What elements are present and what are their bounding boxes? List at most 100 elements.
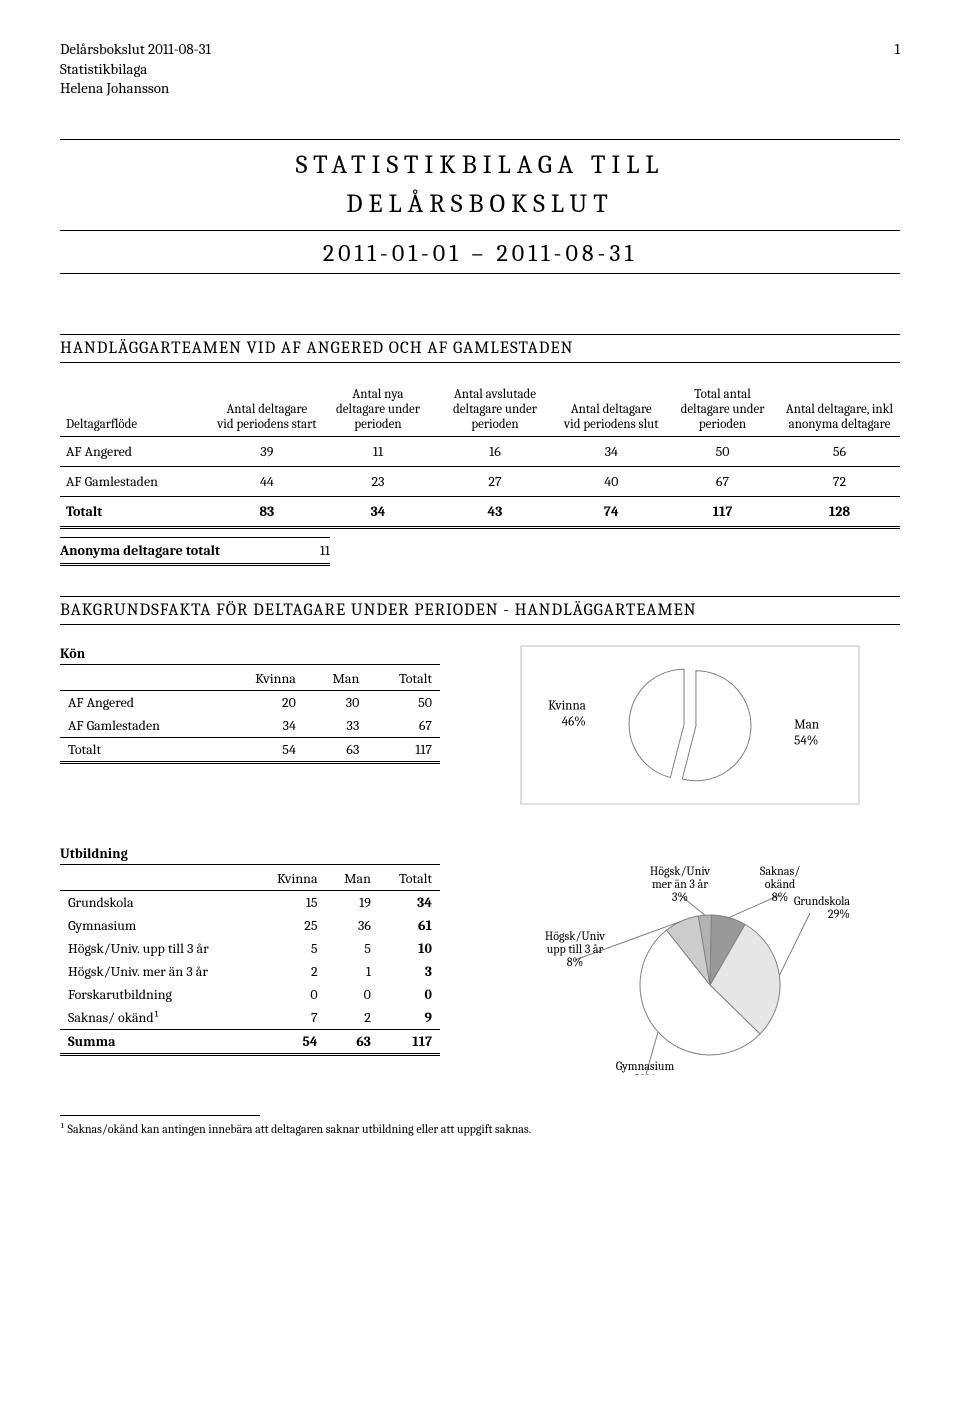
anon-value: 11 [320,542,330,559]
svg-text:Saknas/: Saknas/ [760,864,800,878]
cell: 16 [433,436,556,466]
cell: 33 [304,714,367,738]
anon-label: Anonyma deltagare totalt [60,542,220,559]
cell: 43 [433,496,556,527]
svg-text:3%: 3% [672,890,688,904]
cell: AF Gamlestaden [60,466,211,496]
table-total-row: Summa 54 63 117 [60,1029,440,1054]
col-header: Antal deltagare vid periodens slut [556,383,666,437]
footnote-text: ¹ Saknas/okänd kan antingen innebära att… [60,1122,900,1136]
cell: AF Gamlestaden [60,714,220,738]
cell: 20 [220,690,304,714]
utbildning-table: Kvinna Man Totalt Grundskola 15 19 34 Gy… [60,867,440,1056]
col-header: Antal deltagare, inkl anonyma deltagare [779,383,900,437]
cell: 117 [367,737,440,762]
col-header: Antal avslutade deltagare under perioden [433,383,556,437]
cell: 19 [326,890,379,914]
footnote-separator [60,1115,260,1116]
document-header: Delårsbokslut 2011-08-31 Statistikbilaga… [60,40,900,99]
cell: 36 [326,914,379,937]
cell: Gymnasium [60,914,255,937]
cell: 2 [255,960,325,983]
cell: 39 [211,436,322,466]
cell: 15 [255,890,325,914]
cell: 61 [379,914,440,937]
svg-text:8%: 8% [772,890,789,904]
cell: Högsk/Univ. mer än 3 år [60,960,255,983]
cell: 3 [379,960,440,983]
svg-text:okänd: okänd [765,877,796,891]
cell: 74 [556,496,666,527]
cell: 23 [323,466,434,496]
svg-text:Högsk/Univ: Högsk/Univ [650,864,711,878]
svg-text:upp till 3 år: upp till 3 år [547,942,604,956]
svg-text:Högsk/Univ: Högsk/Univ [545,929,606,943]
table-row: Högsk/Univ. upp till 3 år 5 5 10 [60,937,440,960]
table-row: Grundskola 15 19 34 [60,890,440,914]
cell: 10 [379,937,440,960]
cell: 25 [255,914,325,937]
kon-pie-chart: Man54% Kvinna46% [520,645,860,805]
table-row: AF Angered 20 30 50 [60,690,440,714]
svg-text:52%: 52% [634,1072,656,1075]
cell: Totalt [60,496,211,527]
cell: 44 [211,466,322,496]
table-total-row: Totalt 54 63 117 [60,737,440,762]
cell: 56 [779,436,900,466]
svg-text:8%: 8% [567,955,584,969]
table-total-row: Totalt 83 34 43 74 117 128 [60,496,900,527]
cell: 63 [304,737,367,762]
anon-total-row: Anonyma deltagare totalt 11 [60,537,330,566]
svg-text:Gymnasium: Gymnasium [616,1059,675,1073]
cell: 11 [323,436,434,466]
cell: Saknas/ okänd¹ [60,1006,255,1030]
title-block: STATISTIKBILAGA TILL DELÅRSBOKSLUT 2011-… [60,139,900,274]
svg-text:Man: Man [794,717,819,732]
svg-text:29%: 29% [828,907,850,921]
col-header: Man [326,867,379,891]
cell: 63 [326,1029,379,1054]
cell: 34 [220,714,304,738]
cell: 7 [255,1006,325,1030]
col-header: Kvinna [220,667,304,691]
cell: 34 [556,436,666,466]
utbildning-label: Utbildning [60,845,440,865]
col-header: Total antal deltagare under perioden [666,383,779,437]
flow-table: Deltagarflöde Antal deltagare vid period… [60,383,900,529]
table-row: Saknas/ okänd¹ 7 2 9 [60,1006,440,1030]
cell: 2 [326,1006,379,1030]
svg-text:mer än 3 år: mer än 3 år [652,877,708,891]
header-line-2: Statistikbilaga [60,60,900,80]
cell: 54 [255,1029,325,1054]
kon-table: Kvinna Man Totalt AF Angered 20 30 50 AF… [60,667,440,764]
col-header: Deltagarflöde [60,383,211,437]
col-header [60,667,220,691]
cell: 0 [326,983,379,1006]
cell: 67 [367,714,440,738]
cell: Forskarutbildning [60,983,255,1006]
table-header-row: Kvinna Man Totalt [60,867,440,891]
col-header: Totalt [367,667,440,691]
svg-text:46%: 46% [562,714,586,729]
cell: 117 [666,496,779,527]
svg-text:Kvinna: Kvinna [548,698,586,713]
kon-label: Kön [60,645,440,665]
col-header [60,867,255,891]
kon-row: Kön Kvinna Man Totalt AF Angered 20 30 5… [60,645,900,805]
title-main: STATISTIKBILAGA TILL DELÅRSBOKSLUT [60,139,900,231]
table-header-row: Deltagarflöde Antal deltagare vid period… [60,383,900,437]
cell: Summa [60,1029,255,1054]
cell: 9 [379,1006,440,1030]
table-row: AF Gamlestaden 34 33 67 [60,714,440,738]
cell: 50 [666,436,779,466]
utbildning-row: Utbildning Kvinna Man Totalt Grundskola … [60,845,900,1075]
table-row: AF Gamlestaden 44 23 27 40 67 72 [60,466,900,496]
svg-text:54%: 54% [794,733,818,748]
section-1-header: HANDLÄGGARTEAMEN VID AF ANGERED OCH AF G… [60,334,900,363]
cell: AF Angered [60,436,211,466]
header-line-1: Delårsbokslut 2011-08-31 [60,40,900,60]
header-line-3: Helena Johansson [60,79,900,99]
table-row: Forskarutbildning 0 0 0 [60,983,440,1006]
utbildning-pie-chart: Grundskola29%Gymnasium52%Högsk/Univupp t… [480,845,900,1075]
col-header: Antal deltagare vid periodens start [211,383,322,437]
